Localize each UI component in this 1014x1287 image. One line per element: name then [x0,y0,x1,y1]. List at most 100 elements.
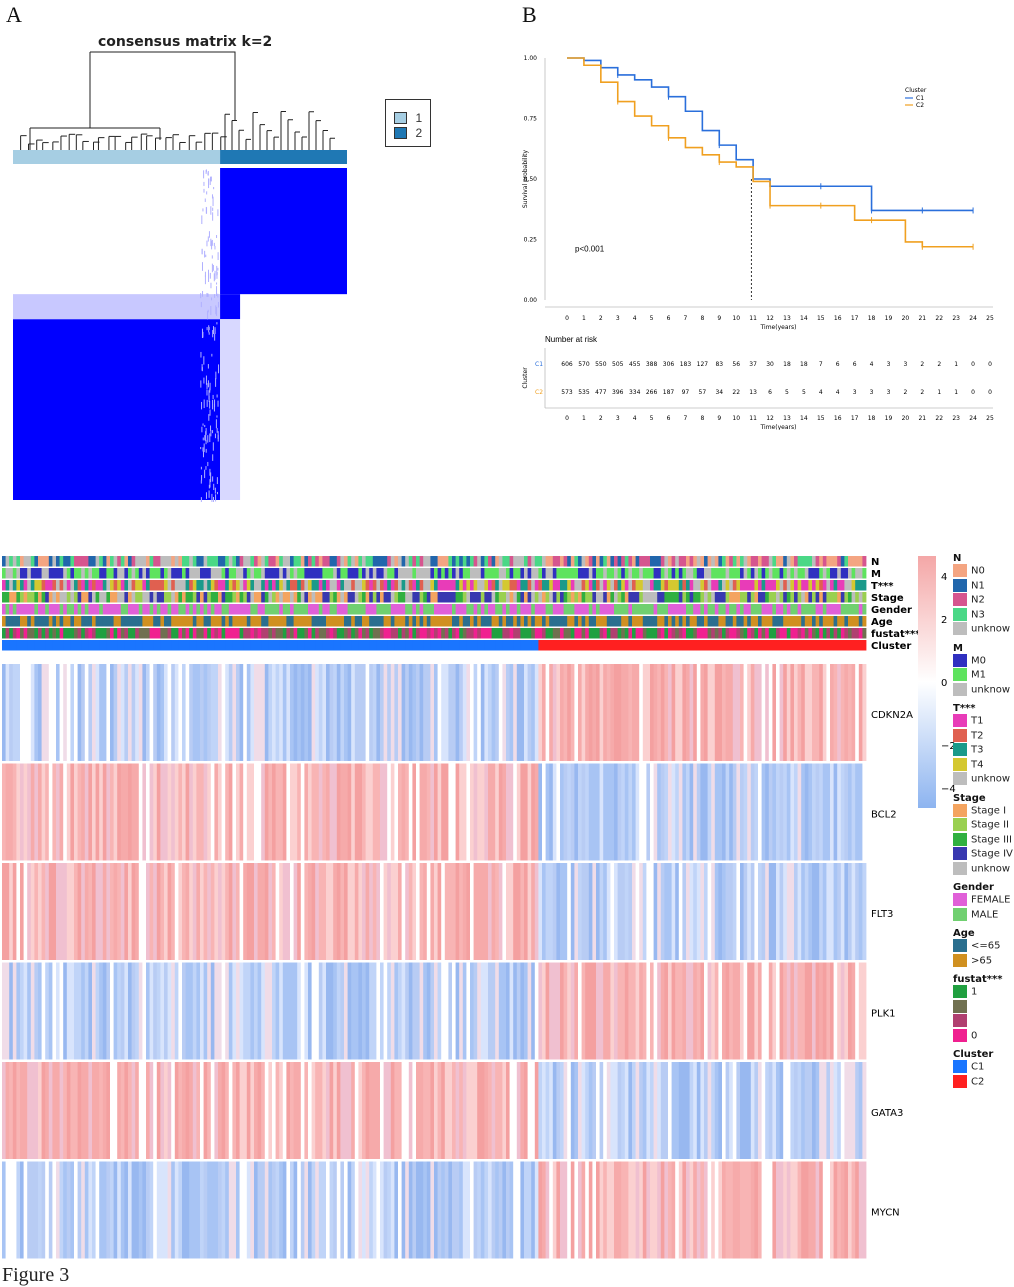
gene-row-gata3 [2,1062,867,1159]
risk-x-tick: 22 [935,415,943,422]
y-tick-label: 0.50 [524,176,538,183]
x-tick-label: 16 [834,315,842,322]
legend-item-label: Stage I [971,805,1007,816]
risk-value: 3 [887,389,891,396]
risk-value: 266 [646,389,658,396]
risk-value: 13 [749,389,757,396]
legend-item-label: unknow [971,773,1011,785]
legend-item [953,999,1014,1015]
annotation-row-t [2,580,867,591]
gene-row-flt3 [2,863,867,960]
annotation-label: M [871,569,881,580]
legend-swatch [953,564,967,577]
x-tick-label: 3 [616,315,620,322]
cluster-bar-1 [13,150,221,164]
annotation-label: Stage [871,593,904,604]
km-curve-C1 [567,57,974,212]
p-value: p<0.001 [575,245,605,254]
risk-value: 97 [682,389,690,396]
km-curve-C2 [567,57,974,248]
risk-title: Number at risk [545,335,598,344]
risk-value: 606 [561,361,573,368]
legend-swatch [953,803,967,817]
risk-value: 83 [715,361,723,368]
legend-group-t: T*** T1 T2 T3 T4 unknow [953,703,1014,787]
gene-label: PLK1 [871,1008,896,1019]
annotation-label: fustat*** [871,629,921,640]
legend-item-label: >65 [971,955,993,966]
risk-value: 5 [802,389,806,396]
x-tick-label: 8 [700,315,704,322]
risk-value: 6 [853,361,857,368]
risk-value: 573 [561,389,573,396]
legend-swatch [953,772,967,785]
risk-x-tick: 9 [717,415,721,422]
risk-value: 396 [612,389,624,396]
annotation-row-age [2,616,867,627]
legend-item-label: Stage III [971,834,1012,845]
annotation-label: Age [871,617,893,628]
legend-group-title: N [953,553,962,564]
y-tick-label: 0.00 [524,297,538,304]
annotation-row-stage [2,592,867,603]
legend-swatch [953,861,967,875]
risk-x-tick: 0 [565,415,569,422]
x-tick-label: 11 [749,315,757,322]
legend-item: M1 [953,668,1014,683]
legend-item: unknow [953,861,1014,877]
risk-value: 3 [870,389,874,396]
legend-item-label: 0 [971,1030,978,1041]
color-scale-tick: −4 [941,784,956,795]
risk-value: 30 [766,361,774,368]
x-tick-label: 7 [684,315,688,322]
gene-row-mycn [2,1161,867,1259]
risk-value: 5 [785,389,789,396]
legend-group-title: Age [953,928,975,939]
legend-item: unknow [953,772,1014,787]
gene-label: CDKN2A [871,710,913,721]
x-axis-label: Time(years) [760,324,797,331]
x-tick-label: 21 [918,315,926,322]
legend-item: >65 [953,953,1014,969]
legend-item-label: T4 [971,759,984,770]
x-tick-label: 24 [969,315,977,322]
legend-item-label: N3 [971,609,985,620]
risk-x-tick: 11 [749,415,757,422]
legend-swatch [953,757,967,771]
risk-value: 3 [887,361,891,368]
legend-item: N3 [953,607,1014,623]
x-tick-label: 5 [650,315,654,322]
y-tick-label: 0.25 [524,237,538,244]
x-tick-label: 12 [766,315,774,322]
risk-value: 183 [680,361,692,368]
gene-row-plk1 [2,962,867,1060]
x-tick-label: 20 [902,315,910,322]
risk-x-tick: 13 [783,415,791,422]
legend-swatch [953,818,967,831]
risk-x-tick: 20 [902,415,910,422]
legend-group-title: Stage [953,792,986,804]
annotation-row-n [2,556,867,567]
risk-value: 18 [800,361,808,368]
legend-item: 1 [953,985,1014,1000]
risk-value: 2 [920,361,924,368]
legend-swatch [953,743,967,756]
consensus-legend: 1 2 [385,99,431,147]
risk-value: 3 [903,361,907,368]
consensus-legend-item-2: 2 [394,124,422,142]
legend-item-label: MALE [971,909,999,920]
legend-swatch [953,593,967,606]
risk-row-name: C2 [535,389,543,396]
risk-value: 0 [988,389,992,396]
risk-value: 2 [920,389,924,396]
legend-item: <=65 [953,939,1014,954]
risk-value: 0 [988,361,992,368]
legend-swatch [953,1074,967,1088]
legend-swatch [953,999,967,1013]
risk-value: 127 [697,361,709,368]
legend-item-label: C1 [971,1061,985,1073]
annotation-label: T*** [871,581,894,592]
figure-caption: Figure 3 [2,1264,70,1286]
x-tick-label: 0 [565,315,569,322]
